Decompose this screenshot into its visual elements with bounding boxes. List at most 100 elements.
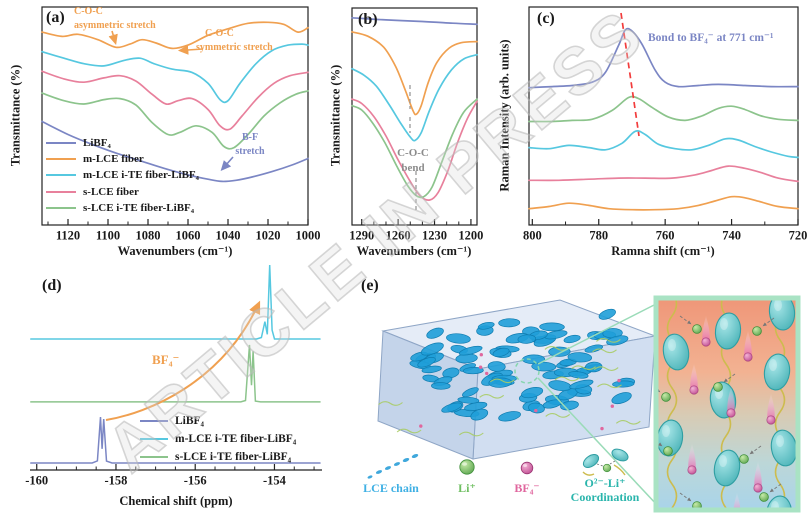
raman-chart-c: 800 780 760 740 720 [523,6,808,243]
bf4-ion [689,385,699,395]
bf4-ion [687,465,697,475]
mesogen-ellipse [531,361,557,372]
x-axis-label-d: Chemical shift (ppm) [119,494,233,508]
legend-swatch [140,438,168,440]
polymer-squiggle [571,365,596,370]
mesogen-ellipse [488,377,512,388]
peak-shift-dashed-line [620,12,640,137]
panel-letter-d: (d) [42,277,62,294]
mesogen-ellipse [563,334,581,344]
polymer-squiggle [490,378,515,384]
bf4-speck [485,371,489,376]
li-ion [759,492,769,502]
mesogen-ellipse [528,402,545,414]
bf4-ion [743,352,753,362]
bf4-speck [600,426,604,431]
mesogen-ellipse [462,367,484,375]
mesogen-ellipse [492,347,510,358]
mesogen-ellipse [498,411,521,422]
polymer-squiggle [592,348,617,354]
mesogen-inset [713,449,741,487]
legend-item: s-LCE i-TE fiber-LiBF₄ [46,200,199,216]
li-ion [739,454,749,464]
symmetric-stretch-arrow [177,45,204,55]
annotation-coc-bend: C-O-C bend [397,147,429,174]
tick-label: 1040 [216,229,241,243]
y-axis-label-c: Raman Intensity (arb. units) [497,39,512,192]
lce-chain-strand [666,298,678,510]
mesogen-ellipse [542,399,562,409]
polymer-squiggle [479,394,505,399]
bf4-comet-tail [744,330,752,357]
tick-label: 720 [789,229,808,243]
mesogen-inset [768,298,796,331]
ftir-chart-a: 1120 1100 1080 1060 1040 1020 1000 [41,6,321,243]
spectrum-curve-pink [528,165,799,183]
mesogen-ellipse [477,321,495,330]
tick-label: 780 [589,229,608,243]
mesogen-ellipse [417,357,436,368]
bf4-speck [610,404,614,408]
bf4-ion-icon [520,461,534,475]
annotation-bf-stretch: B-F stretch [235,132,265,157]
legend-swatch [46,206,76,209]
spectrum-curve-orange [351,31,478,116]
asymmetric-stretch-arrow [108,30,118,45]
legend-panel-a: LiBF₄ m-LCE fiber m-LCE i-TE fiber-LiBF₄… [46,135,199,216]
bf4-comet-tail [727,386,735,413]
spectrum-curve-green [30,344,321,403]
mesogen-inset [714,312,742,350]
tick-label: 1230 [422,229,447,243]
mesogen-ellipse [611,392,632,405]
bf4-ion [766,415,776,425]
polymer-squiggle [378,401,403,406]
legend-item: LiBF₄ [140,412,296,430]
li-arrow [723,373,736,383]
spectrum-curve-cyan [351,53,478,142]
polymer-squiggle [615,420,641,425]
coordination-icon [582,448,629,476]
legend-item: s-LCE fiber [46,184,199,200]
tick-label: 1120 [56,229,80,243]
mesogen-ellipse [517,334,537,344]
mesogen-ellipse [462,387,479,398]
spectrum-curve-pink [41,70,309,131]
li-ion [752,326,762,336]
mesogen-ellipse [426,327,444,339]
legend-item: s-LCE i-TE fiber-LiBF₄ [140,448,296,466]
bf4-ion [726,408,736,418]
mesogen-ellipse [442,367,460,379]
mesogen-ellipse [567,352,593,363]
tick-label: -160 [25,474,48,488]
bf4-speck [617,378,621,383]
polymer-squiggle [554,376,580,382]
legend-swatch [46,174,76,177]
bf4-speck [479,353,483,357]
ftir-chart-b: 1290 1260 1230 1200 [349,7,483,243]
spectrum-curve-purple [351,16,478,26]
molecular-inset [653,295,801,513]
tick-label: 1060 [176,229,201,243]
annotation-coc-asymmetric: C-O-C asymmetric stretch [74,6,156,31]
annotation-bond-bf4: Bond to BF₄⁻ at 771 cm⁻¹ [648,32,774,44]
mesogen-ellipse [458,345,483,356]
legend-panel-d: LiBF₄ m-LCE i-TE fiber-LiBF₄ s-LCE i-TE … [140,412,296,466]
mesogen-ellipse [441,402,463,413]
legend-label-bf4: BF₄⁻ [514,481,540,495]
zoom-source-circle [514,358,540,384]
spectrum-curve-pink [351,98,478,201]
mesogen-ellipse [539,322,565,332]
plot-frame [528,6,799,226]
mesogen-ellipse [598,308,616,320]
spectrum-curve-purple [30,416,321,464]
polymer-squiggle [458,431,484,437]
mesogen-ellipse [612,380,635,388]
bf4-speck [478,365,483,369]
spectrum-curve-orange [41,21,309,50]
legend-item: LiBF₄ [46,135,199,151]
lce-block-illustration [377,299,657,460]
tick-label: -158 [105,474,128,488]
bf4-comet-tail [767,393,775,420]
y-axis-label-b: Transmittance (%) [328,64,343,167]
